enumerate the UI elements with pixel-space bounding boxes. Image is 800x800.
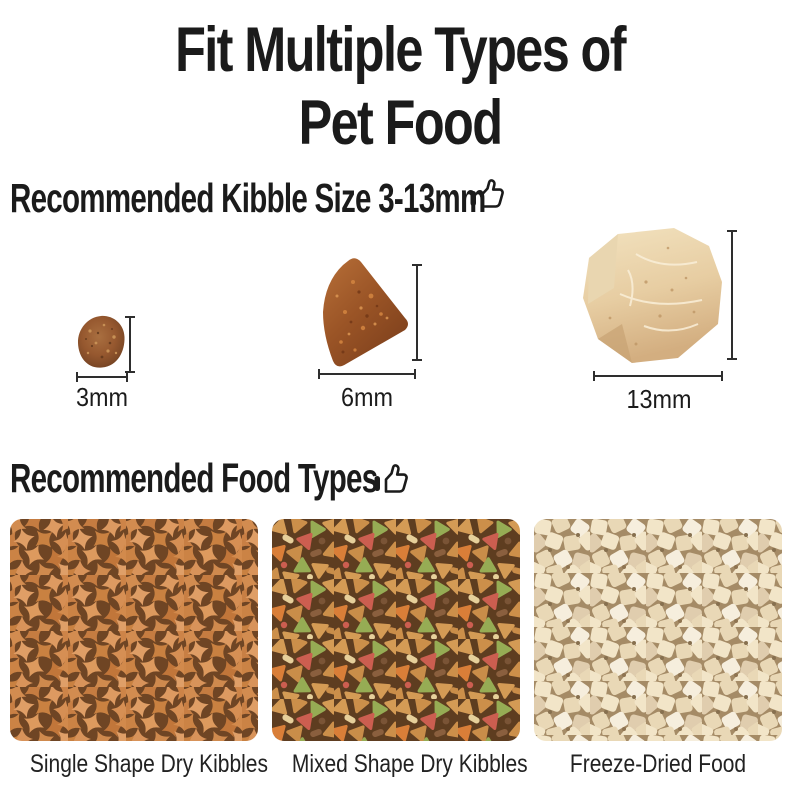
round-kibble-3mm-image: [77, 315, 125, 368]
thumbs-up-icon: [470, 179, 504, 208]
size-label-3mm: 3mm: [75, 382, 129, 412]
vertical-measure-line-3mm: [125, 316, 135, 373]
freeze-dried-cube-13mm-image: [583, 228, 722, 363]
single-shape-dry-kibbles-photo: [10, 519, 258, 741]
freeze-dried-food-photo: [534, 519, 782, 741]
horizontal-measure-line-13mm: [593, 371, 723, 381]
mixed-shape-dry-kibbles-photo: [272, 519, 520, 741]
horizontal-measure-line-3mm: [76, 372, 128, 382]
thumbs-up-icon: [374, 464, 408, 493]
triangle-kibble-6mm-image: [323, 258, 408, 367]
size-label-6mm: 6mm: [340, 382, 394, 412]
horizontal-measure-line-6mm: [318, 369, 416, 379]
photo-caption-freeze-dried: Freeze-Dried Food: [569, 750, 747, 778]
page-title: Fit Multiple Types of Pet Food: [80, 14, 720, 160]
vertical-measure-line-6mm: [412, 264, 422, 361]
food-types-heading: Recommended Food Types: [10, 455, 378, 501]
photo-caption-single-shape: Single Shape Dry Kibbles: [29, 750, 268, 778]
kibble-size-heading: Recommended Kibble Size 3-13mm: [10, 175, 486, 221]
photo-caption-mixed-shape: Mixed Shape Dry Kibbles: [291, 750, 528, 778]
page-title-line-1: Fit Multiple Types of: [175, 15, 626, 85]
page-title-line-2: Pet Food: [298, 88, 503, 158]
vertical-measure-line-13mm: [727, 230, 737, 360]
size-label-13mm: 13mm: [626, 384, 692, 414]
